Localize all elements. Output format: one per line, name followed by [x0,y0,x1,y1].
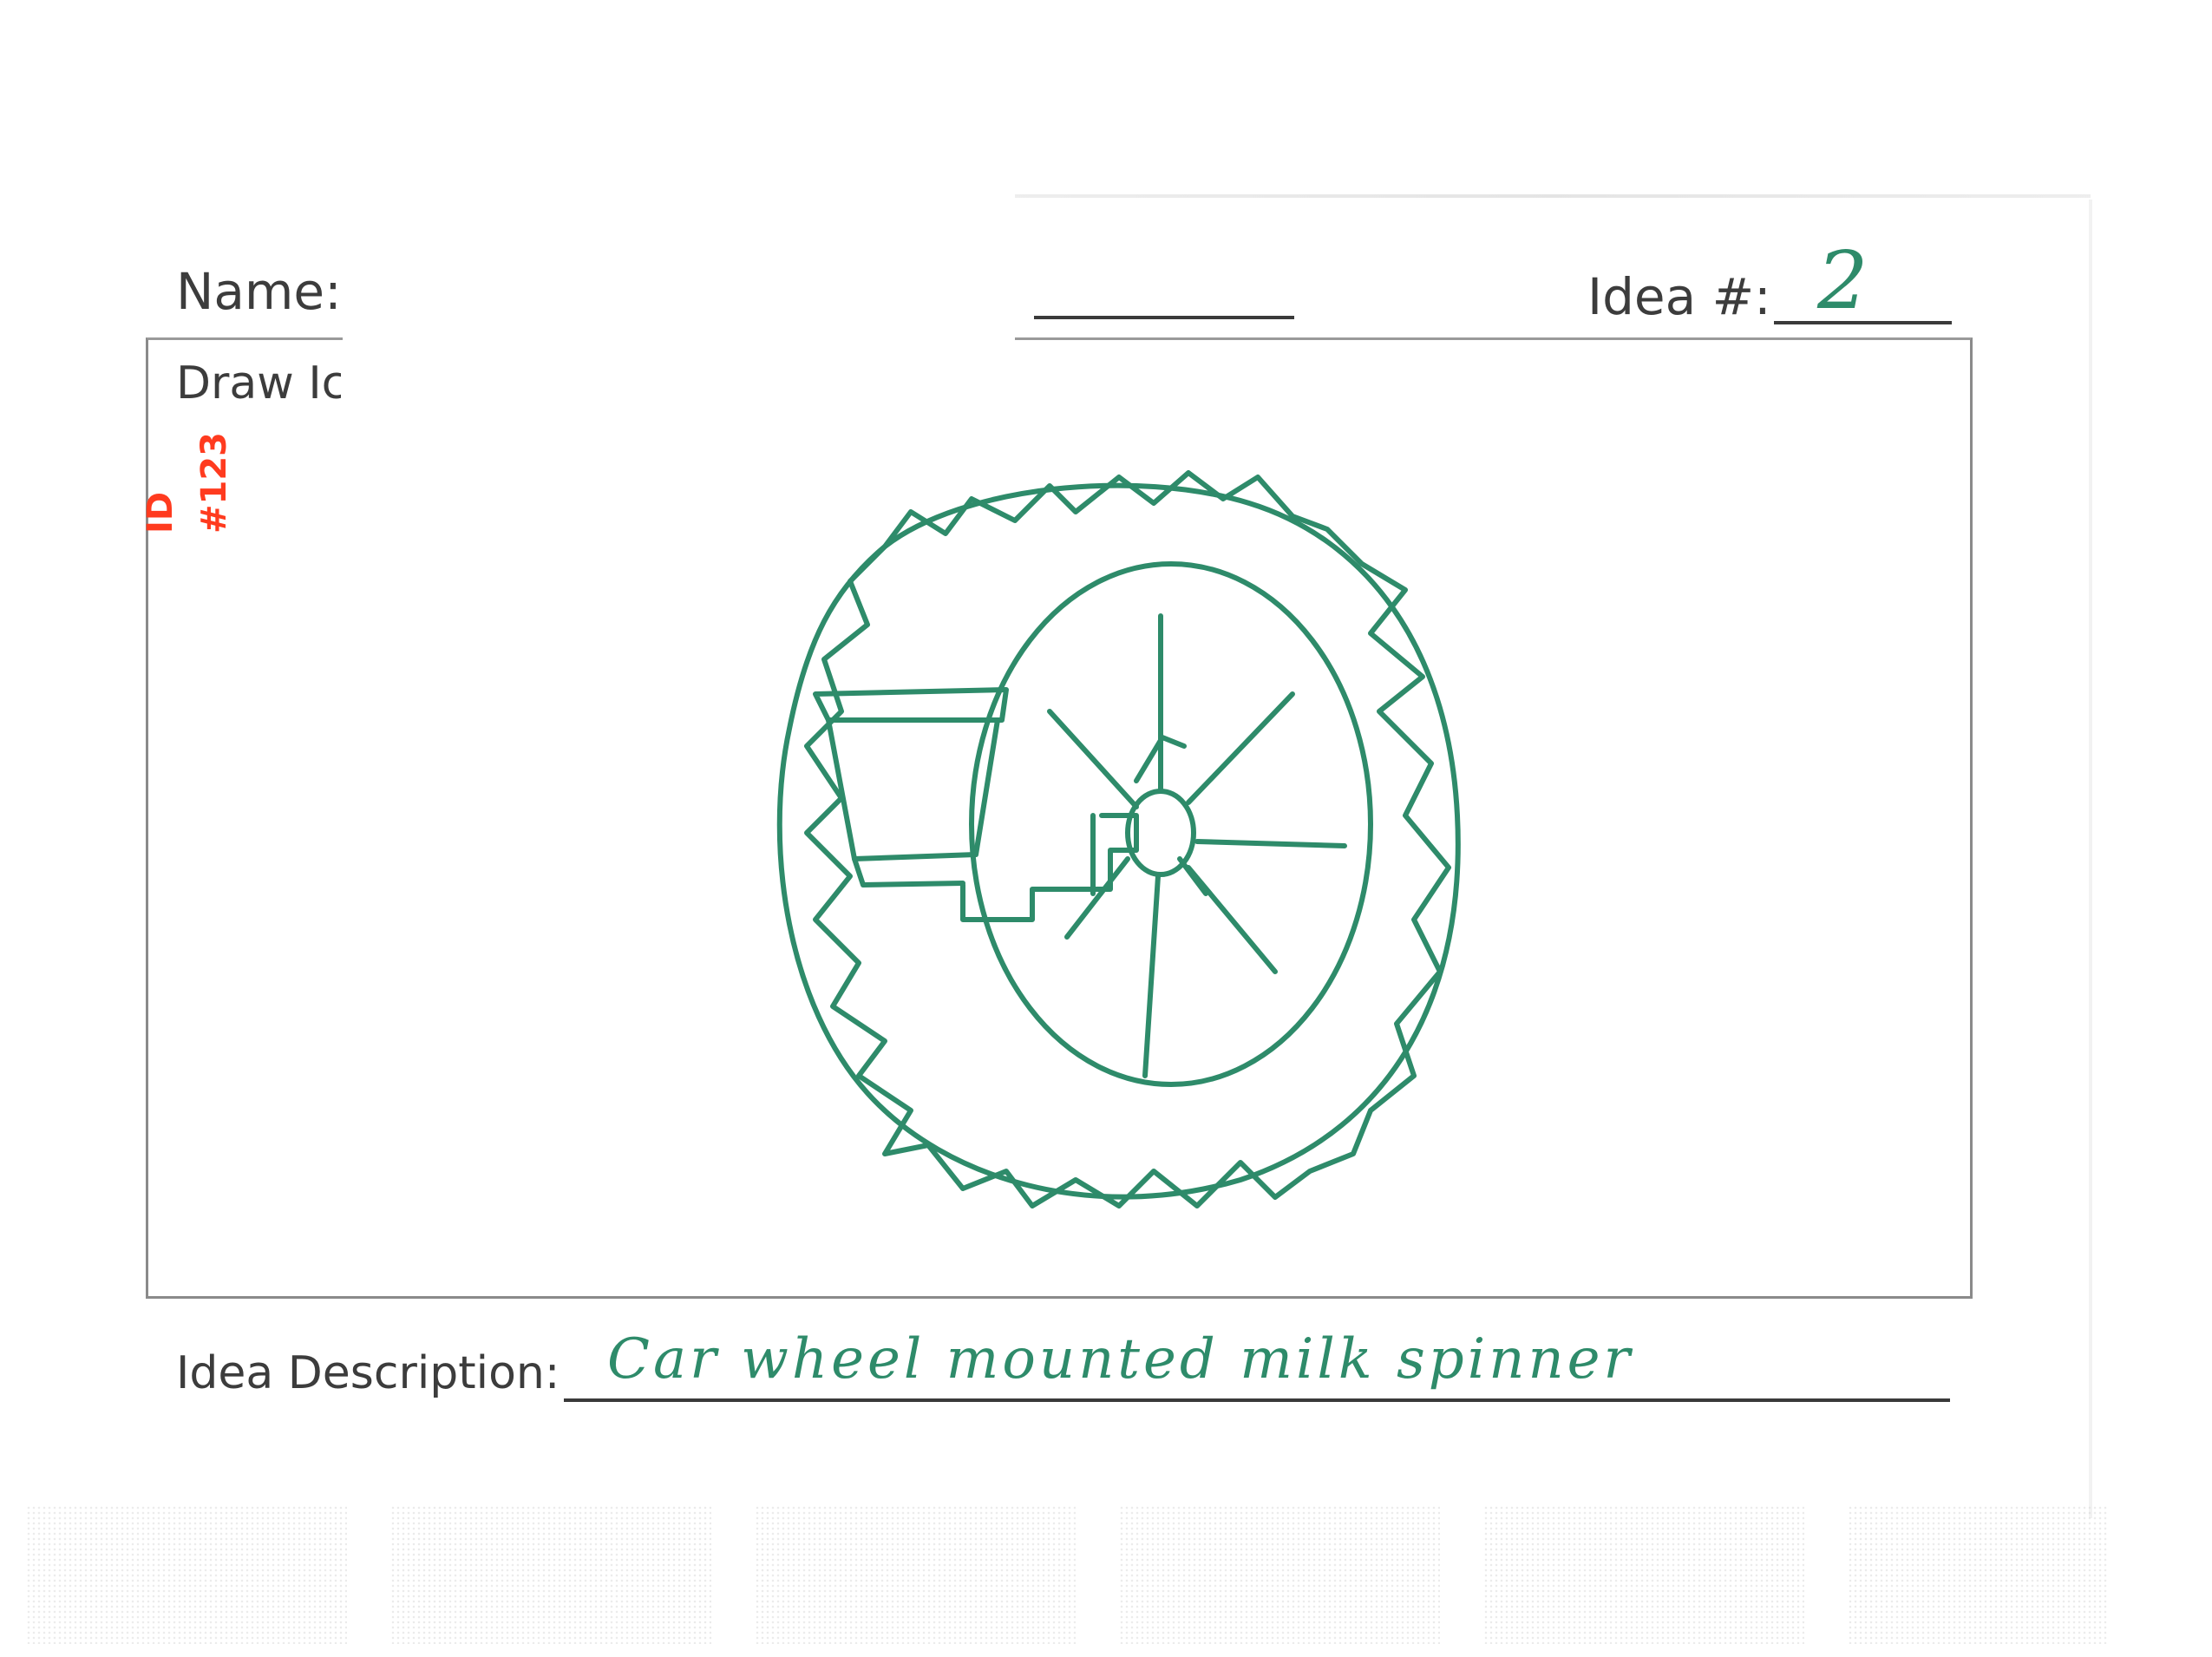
name-underline [1034,316,1294,319]
faded-block [1119,1505,1440,1644]
tire-treads [804,470,1451,1208]
drawing-area [146,337,1973,1299]
idea-description-label: Idea Description: [176,1347,560,1399]
tire-outline [776,482,1461,1200]
name-label: Name: [176,262,342,321]
scan-edge [1015,194,2091,198]
faded-block [26,1505,347,1644]
description-underline [564,1398,1950,1402]
svg-text:ID: ID [141,492,180,534]
faded-block [1483,1505,1804,1644]
faded-bleedthrough [26,1505,2108,1644]
inner-rim [969,561,1373,1087]
idea-number-underline [1774,321,1952,324]
svg-text:#123: #123 [194,432,234,534]
wheel-mounted-milk-spinner-drawing [600,451,1535,1215]
faded-block [1848,1505,2108,1644]
idea-number-value: 2 [1817,234,1868,327]
faded-block [390,1505,711,1644]
box-gap [343,330,1015,345]
spinner-arm [960,813,1139,922]
scan-edge [2089,200,2092,1518]
draw-idea-label: Draw Ic [176,357,341,409]
id-stamp: ID #123 [139,432,234,542]
idea-number-label: Idea #: [1587,267,1771,326]
faded-block [755,1505,1076,1644]
milk-cup [813,687,1009,723]
idea-description-value: Car wheel mounted milk spinner [607,1327,1634,1392]
